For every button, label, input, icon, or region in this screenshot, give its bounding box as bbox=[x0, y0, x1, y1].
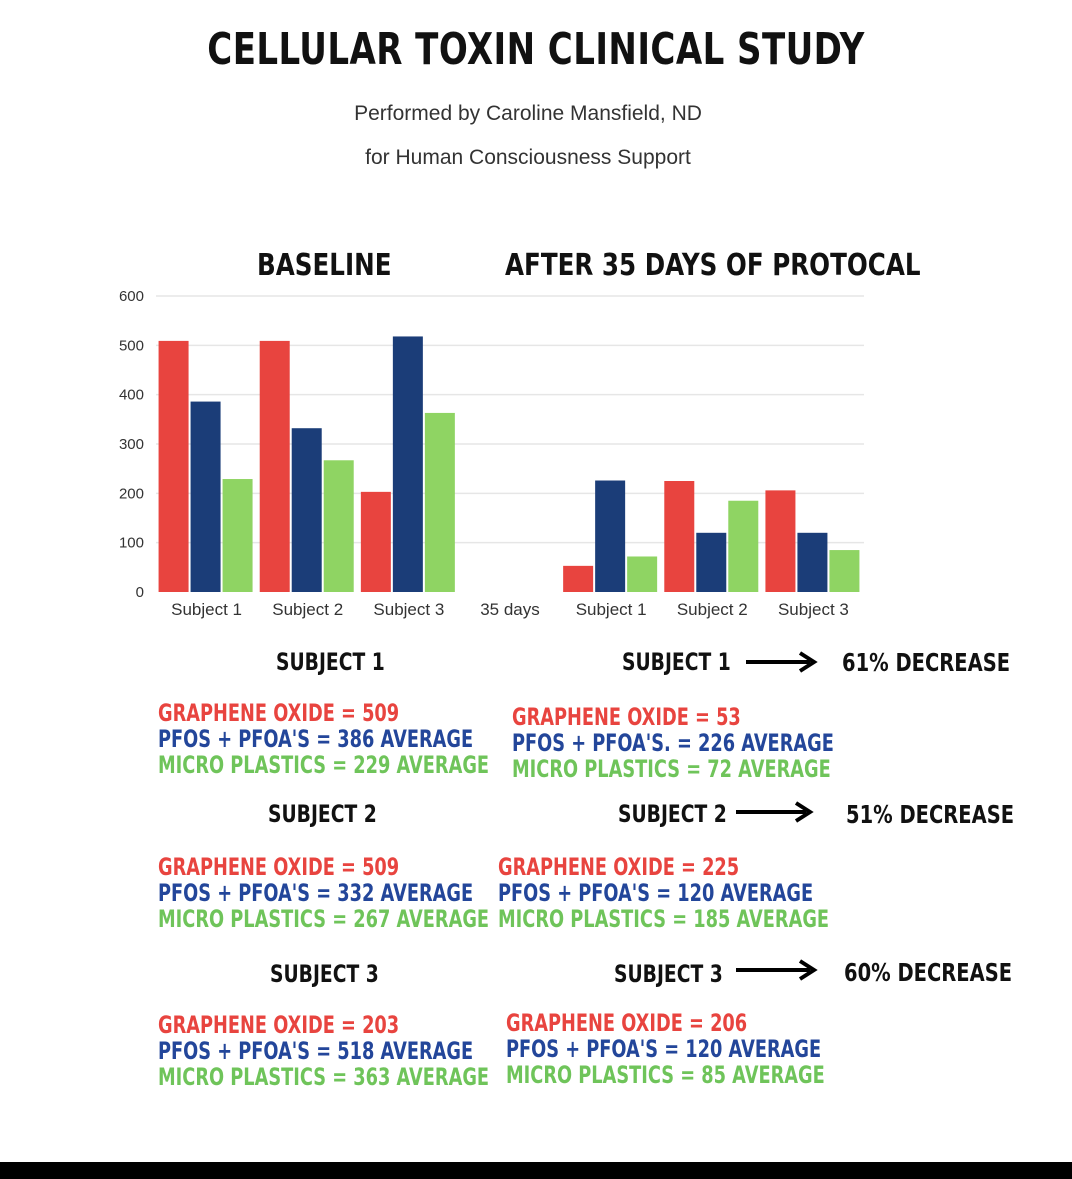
after-subject-1-label: SUBJECT 1 bbox=[622, 648, 731, 676]
baseline-subject-1-label: SUBJECT 1 bbox=[276, 648, 385, 676]
arrow-right-icon bbox=[746, 651, 818, 673]
bottom-border bbox=[0, 1162, 1072, 1179]
baseline-s1-pfos: PFOS + PFOA'S = 386 AVERAGE bbox=[158, 725, 474, 753]
baseline-s3-plastics: MICRO PLASTICS = 363 AVERAGE bbox=[158, 1063, 490, 1091]
x-category-label: Subject 1 bbox=[576, 600, 647, 619]
study-title: CELLULAR TOXIN CLINICAL STUDY bbox=[207, 24, 865, 75]
bar-pfos bbox=[797, 532, 828, 592]
subject-1-decrease: 61% DECREASE bbox=[842, 648, 1011, 677]
x-category-label: Subject 2 bbox=[677, 600, 748, 619]
x-category-label: 35 days bbox=[480, 600, 540, 619]
bar-pfos bbox=[392, 336, 423, 592]
after-s1-plastics: MICRO PLASTICS = 72 AVERAGE bbox=[512, 755, 831, 783]
baseline-s2-graphene: GRAPHENE OXIDE = 509 bbox=[158, 853, 400, 881]
y-tick-label: 100 bbox=[119, 535, 144, 552]
bar-graphene bbox=[563, 565, 594, 592]
bar-plastics bbox=[627, 556, 658, 592]
y-tick-label: 400 bbox=[119, 387, 144, 404]
after-s3-pfos: PFOS + PFOA'S = 120 AVERAGE bbox=[506, 1035, 822, 1063]
after-s2-graphene: GRAPHENE OXIDE = 225 bbox=[498, 853, 740, 881]
subject-3-decrease: 60% DECREASE bbox=[844, 958, 1013, 987]
subject-2-decrease: 51% DECREASE bbox=[846, 800, 1015, 829]
bar-plastics bbox=[222, 479, 253, 592]
after-s1-graphene: GRAPHENE OXIDE = 53 bbox=[512, 703, 741, 731]
y-tick-label: 200 bbox=[119, 485, 144, 502]
bar-pfos bbox=[696, 532, 727, 592]
bar-plastics bbox=[323, 460, 354, 592]
after-subject-3-label: SUBJECT 3 bbox=[614, 960, 723, 988]
bar-plastics bbox=[424, 412, 455, 592]
bar-graphene bbox=[259, 340, 290, 592]
after-s2-pfos: PFOS + PFOA'S = 120 AVERAGE bbox=[498, 879, 814, 907]
y-axis-ticks: 0 100 200 300 400 500 600 bbox=[119, 288, 144, 601]
after-protocol-heading: AFTER 35 DAYS OF PROTOCAL bbox=[505, 248, 921, 283]
bar-plastics bbox=[829, 550, 860, 592]
baseline-s1-graphene: GRAPHENE OXIDE = 509 bbox=[158, 699, 400, 727]
y-tick-label: 600 bbox=[119, 288, 144, 305]
bar-graphene bbox=[360, 491, 391, 592]
y-tick-label: 0 bbox=[136, 584, 144, 601]
baseline-s3-pfos: PFOS + PFOA'S = 518 AVERAGE bbox=[158, 1037, 474, 1065]
bar-graphene bbox=[765, 490, 796, 592]
baseline-s2-plastics: MICRO PLASTICS = 267 AVERAGE bbox=[158, 905, 490, 933]
chart-bars bbox=[158, 336, 860, 592]
bar-graphene bbox=[158, 340, 189, 592]
x-category-label: Subject 2 bbox=[272, 600, 343, 619]
baseline-s1-plastics: MICRO PLASTICS = 229 AVERAGE bbox=[158, 751, 490, 779]
baseline-subject-3-label: SUBJECT 3 bbox=[270, 960, 379, 988]
after-s2-plastics: MICRO PLASTICS = 185 AVERAGE bbox=[498, 905, 830, 933]
bar-pfos bbox=[190, 401, 221, 592]
x-category-label: Subject 3 bbox=[778, 600, 849, 619]
after-s3-plastics: MICRO PLASTICS = 85 AVERAGE bbox=[506, 1061, 825, 1089]
bar-plastics bbox=[728, 500, 759, 592]
y-tick-label: 500 bbox=[119, 337, 144, 354]
after-s3-graphene: GRAPHENE OXIDE = 206 bbox=[506, 1009, 748, 1037]
y-tick-label: 300 bbox=[119, 436, 144, 453]
x-category-label: Subject 3 bbox=[373, 600, 444, 619]
baseline-s3-graphene: GRAPHENE OXIDE = 203 bbox=[158, 1011, 400, 1039]
x-category-label: Subject 1 bbox=[171, 600, 242, 619]
study-author: Performed by Caroline Mansfield, ND bbox=[354, 102, 702, 125]
bar-graphene bbox=[664, 481, 695, 592]
bar-pfos bbox=[595, 480, 626, 592]
baseline-heading: BASELINE bbox=[257, 248, 392, 283]
arrow-right-icon bbox=[736, 959, 818, 981]
x-axis-categories: Subject 1 Subject 2 Subject 3 35 days Subjec… bbox=[171, 600, 849, 619]
arrow-right-icon bbox=[736, 801, 814, 823]
baseline-s2-pfos: PFOS + PFOA'S = 332 AVERAGE bbox=[158, 879, 474, 907]
after-s1-pfos: PFOS + PFOA'S. = 226 AVERAGE bbox=[512, 729, 834, 757]
study-organization: for Human Consciousness Support bbox=[365, 146, 691, 169]
baseline-subject-2-label: SUBJECT 2 bbox=[268, 800, 377, 828]
bar-pfos bbox=[291, 428, 322, 592]
after-subject-2-label: SUBJECT 2 bbox=[618, 800, 727, 828]
